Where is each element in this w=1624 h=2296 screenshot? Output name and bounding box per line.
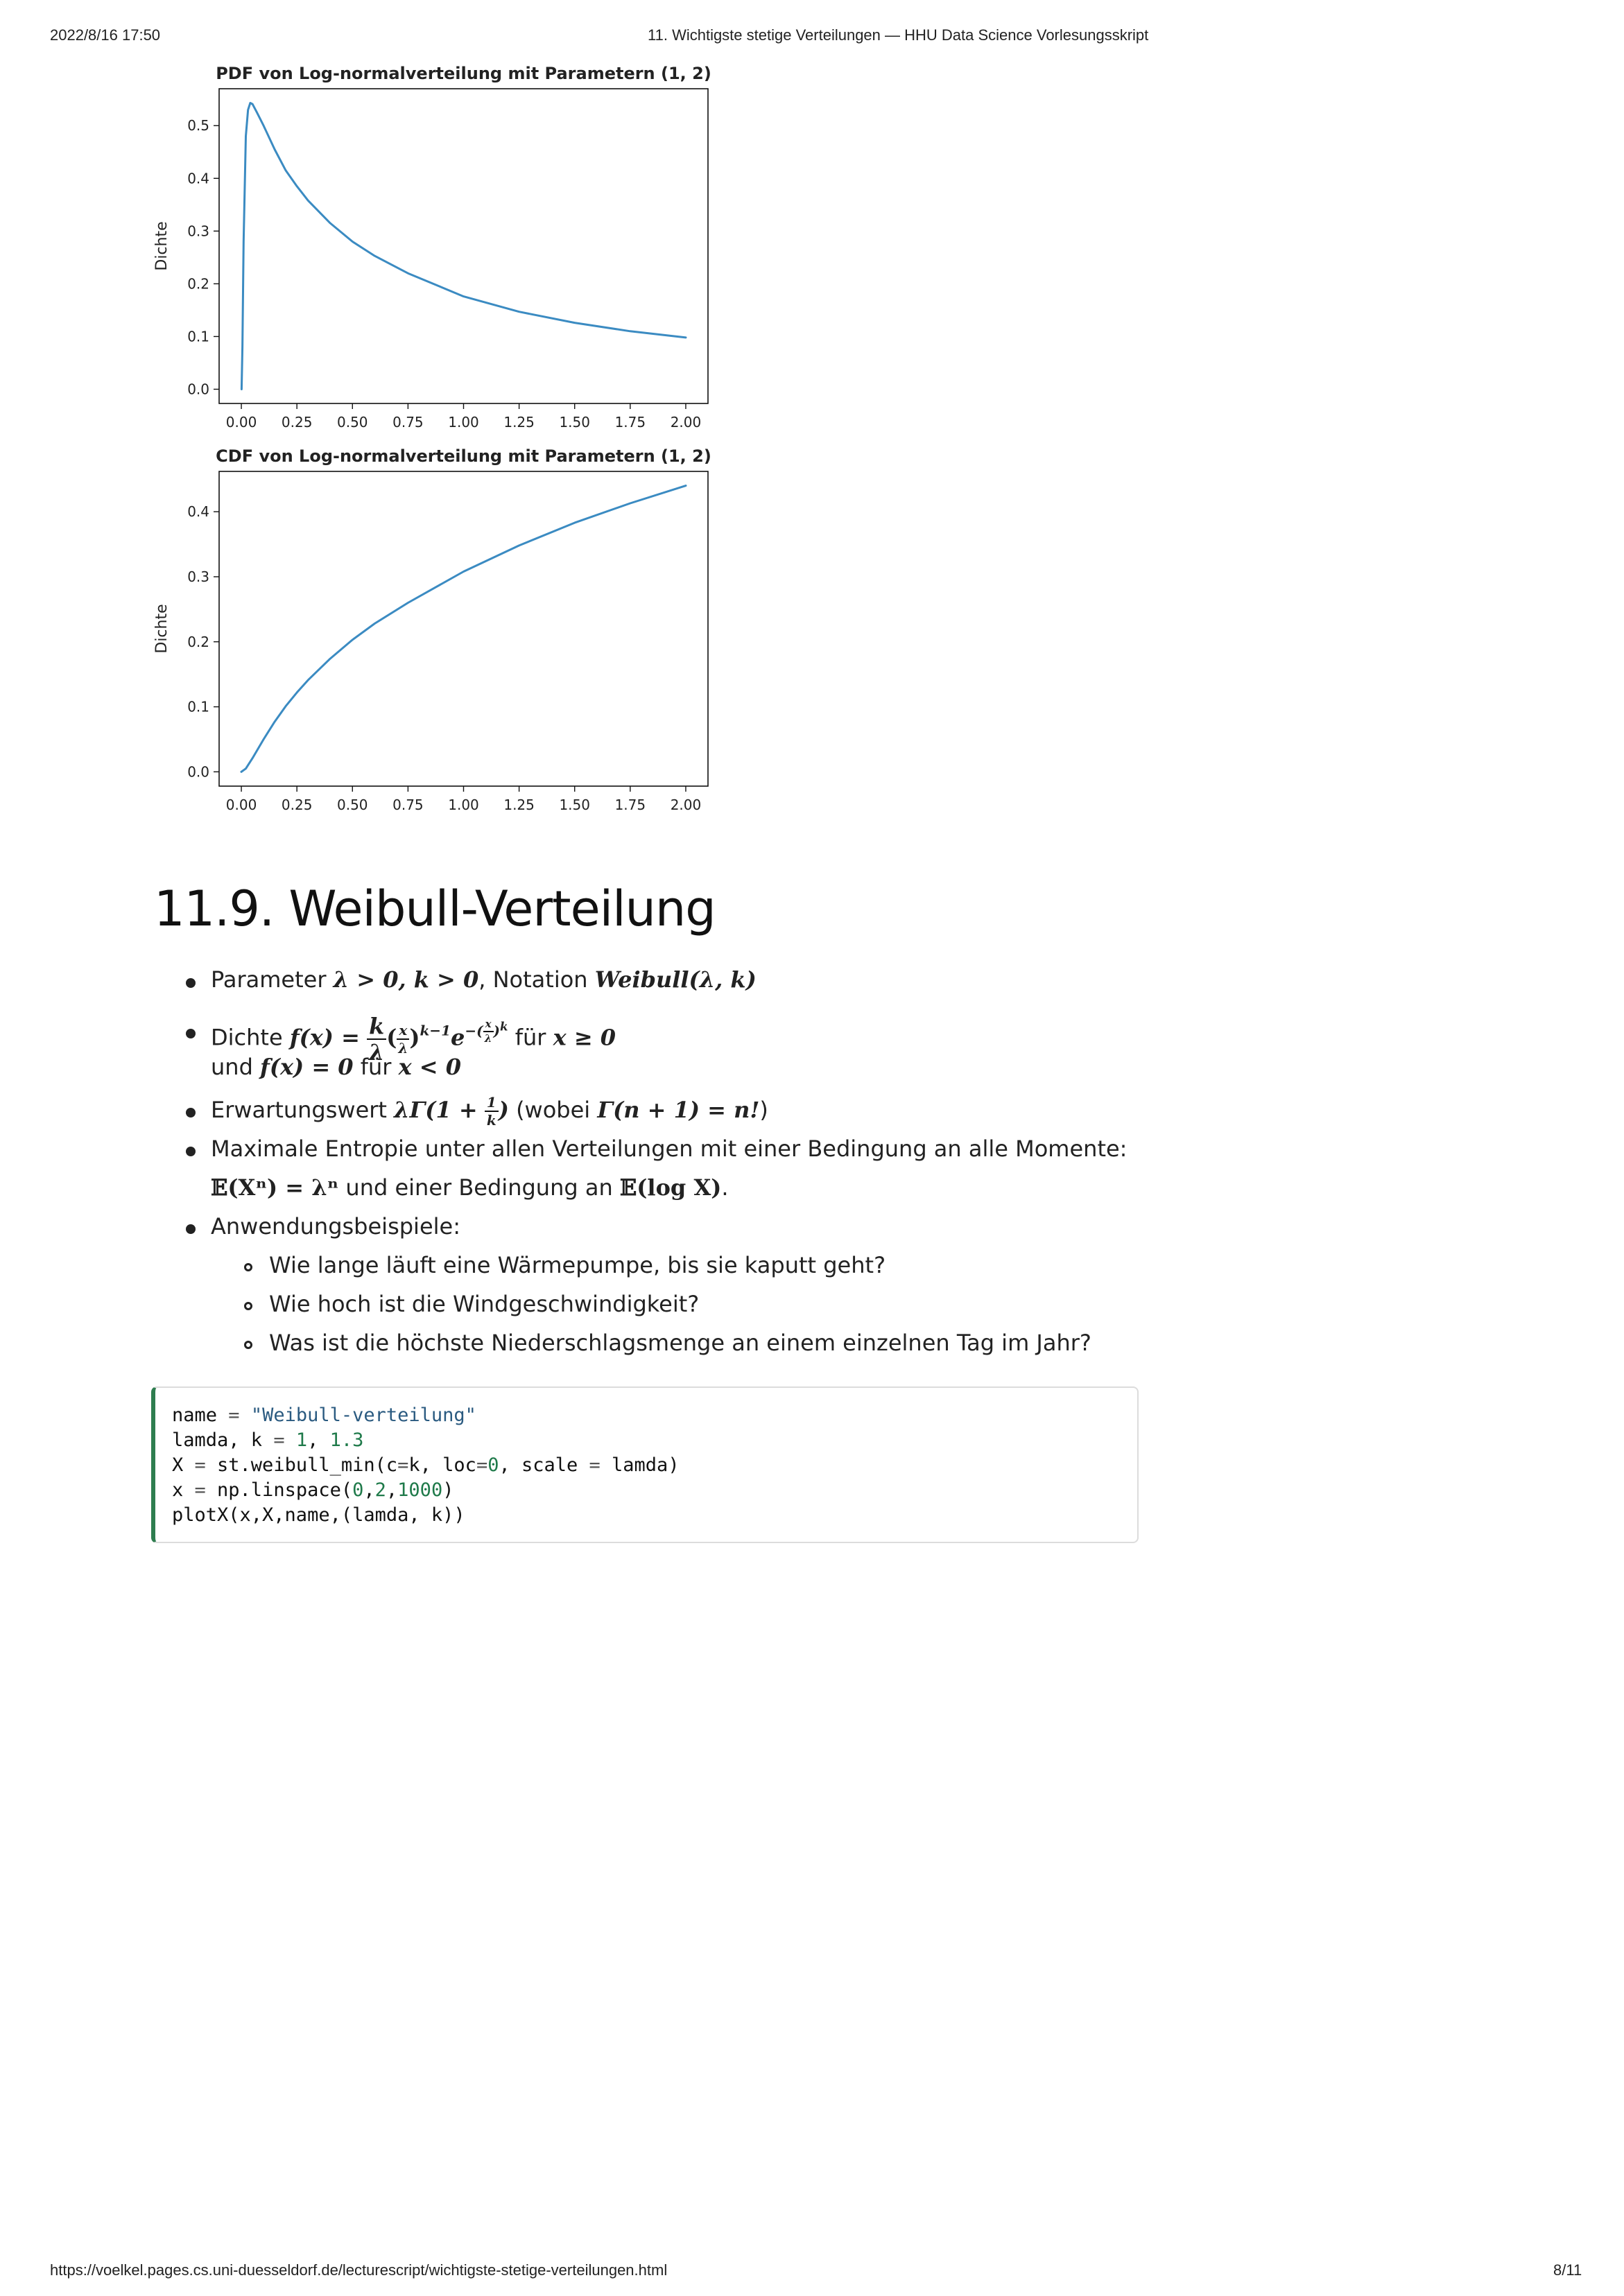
expectation-note-close: ) bbox=[759, 1097, 768, 1123]
print-datetime: 2022/8/16 17:50 bbox=[50, 26, 161, 44]
y-tick-label: 0.2 bbox=[187, 634, 209, 650]
density-continued: und f(x) = 0 für x < 0 bbox=[211, 1054, 461, 1080]
x-tick-label: 0.50 bbox=[337, 414, 368, 430]
expectation-note-open: (wobei bbox=[516, 1097, 591, 1123]
expectation-close: ) bbox=[498, 1097, 509, 1123]
y-tick-label: 0.0 bbox=[187, 763, 209, 780]
entropy-line2: 𝔼(Xⁿ) = λⁿ und einer Bedingung an 𝔼(log … bbox=[211, 1174, 729, 1201]
y-tick-label: 0.4 bbox=[187, 170, 209, 186]
x-tick-label: 1.50 bbox=[559, 414, 590, 430]
x-tick-label: 0.25 bbox=[282, 414, 313, 430]
y-axis-label: Dichte bbox=[153, 604, 171, 653]
print-page-title: 11. Wichtigste stetige Verteilungen — HH… bbox=[648, 26, 1149, 44]
x-tick-label: 0.75 bbox=[392, 797, 424, 813]
notation-math: Weibull(λ, k) bbox=[594, 966, 757, 993]
x-tick-label: 1.75 bbox=[615, 797, 646, 813]
code-line: lamda, k = 1, 1.3 bbox=[172, 1429, 364, 1451]
density-fx: f(x) = bbox=[289, 1024, 360, 1051]
code-line: X = st.weibull_min(c=k, loc=0, scale = l… bbox=[172, 1454, 680, 1476]
expectation-note-math: Γ(n + 1) = n! bbox=[597, 1097, 760, 1123]
density-and: und bbox=[211, 1054, 253, 1080]
bullet-parameter: Parameter λ > 0, k > 0, Notation Weibull… bbox=[211, 966, 757, 993]
bullet-density: Dichte f(x) = k λ (x λ)k−1e−(x λ)k für x ≥… bbox=[211, 1012, 616, 1066]
density-fraction: k λ bbox=[367, 1015, 387, 1066]
y-tick-label: 0.3 bbox=[187, 223, 209, 239]
x-tick-label: 1.00 bbox=[448, 797, 479, 813]
y-tick-label: 0.0 bbox=[187, 381, 209, 397]
parameter-math: λ > 0, k > 0 bbox=[333, 966, 479, 993]
x-tick-label: 1.25 bbox=[503, 797, 535, 813]
y-tick-label: 0.2 bbox=[187, 275, 209, 292]
entropy-math2: 𝔼(log X) bbox=[619, 1174, 722, 1201]
notation-label: , Notation bbox=[478, 966, 588, 993]
entropy-math1: 𝔼(Xⁿ) = λⁿ bbox=[211, 1174, 339, 1201]
bullet-dot bbox=[186, 1029, 196, 1038]
bullet-dot bbox=[186, 978, 196, 988]
pdf-chart: PDF von Log-normalverteilung mit Paramet… bbox=[146, 58, 735, 446]
print-page-number: 8/11 bbox=[1553, 2261, 1582, 2279]
density-condition: x ≥ 0 bbox=[553, 1024, 616, 1051]
code-block[interactable]: name = "Weibull-verteilung" lamda, k = 1… bbox=[172, 1403, 680, 1528]
density-e: e bbox=[450, 1024, 465, 1051]
code-line: name = "Weibull-verteilung" bbox=[172, 1404, 476, 1426]
sub-bullet-circle bbox=[244, 1302, 252, 1310]
entropy-line1: Maximale Entropie unter allen Verteilung… bbox=[211, 1136, 1128, 1162]
series-line bbox=[240, 485, 687, 773]
entropy-mid: und einer Bedingung an bbox=[345, 1174, 613, 1201]
code-line: x = np.linspace(0,2,1000) bbox=[172, 1479, 454, 1501]
x-tick-label: 1.50 bbox=[559, 797, 590, 813]
examples-label: Anwendungsbeispiele: bbox=[211, 1213, 460, 1240]
bullet-dot bbox=[186, 1224, 196, 1234]
x-tick-label: 1.25 bbox=[503, 414, 535, 430]
sub-bullet-circle bbox=[244, 1341, 252, 1349]
density-lambda: λ bbox=[368, 1038, 385, 1066]
expectation-label: Erwartungswert bbox=[211, 1097, 387, 1123]
x-tick-label: 0.50 bbox=[337, 797, 368, 813]
x-tick-label: 0.25 bbox=[282, 797, 313, 813]
density-fuer2: für bbox=[360, 1054, 392, 1080]
y-tick-label: 0.4 bbox=[187, 503, 209, 520]
entropy-end: . bbox=[721, 1174, 729, 1201]
density-k: k bbox=[367, 1015, 387, 1040]
chart-title: CDF von Log-normalverteilung mit Paramet… bbox=[216, 446, 711, 466]
x-tick-label: 1.75 bbox=[615, 414, 646, 430]
example-item: Was ist die höchste Niederschlagsmenge a… bbox=[269, 1330, 1091, 1356]
x-tick-label: 2.00 bbox=[671, 797, 702, 813]
density-condition2: x < 0 bbox=[398, 1054, 462, 1080]
y-axis-label: Dichte bbox=[153, 221, 171, 270]
sub-bullet-circle bbox=[244, 1263, 252, 1271]
parameter-label: Parameter bbox=[211, 966, 327, 993]
code-line: plotX(x,X,name,(lamda, k)) bbox=[172, 1504, 465, 1526]
y-tick-label: 0.1 bbox=[187, 328, 209, 345]
density-zero: f(x) = 0 bbox=[260, 1054, 354, 1080]
x-tick-label: 0.75 bbox=[392, 414, 424, 430]
plot-frame bbox=[218, 471, 709, 787]
y-tick-label: 0.5 bbox=[187, 117, 209, 134]
series-line bbox=[240, 102, 687, 390]
x-tick-label: 2.00 bbox=[671, 414, 702, 430]
y-tick-label: 0.3 bbox=[187, 568, 209, 585]
x-tick-label: 0.00 bbox=[226, 797, 257, 813]
section-heading: 11.9. Weibull-Verteilung bbox=[154, 880, 716, 937]
cdf-chart: CDF von Log-normalverteilung mit Paramet… bbox=[146, 441, 735, 829]
density-fuer: für bbox=[515, 1024, 546, 1051]
chart-title: PDF von Log-normalverteilung mit Paramet… bbox=[216, 64, 711, 83]
bullet-dot bbox=[186, 1147, 196, 1156]
example-item: Wie lange läuft eine Wärmepumpe, bis sie… bbox=[269, 1252, 886, 1278]
expectation-math: λΓ(1 + bbox=[394, 1097, 478, 1123]
density-exponent: k−1 bbox=[420, 1022, 451, 1039]
example-item: Wie hoch ist die Windgeschwindigkeit? bbox=[269, 1291, 700, 1317]
density-e-exponent: −(x λ)k bbox=[465, 1018, 508, 1045]
bullet-dot bbox=[186, 1108, 196, 1117]
code-cell[interactable]: name = "Weibull-verteilung" lamda, k = 1… bbox=[151, 1386, 1139, 1543]
bullet-expectation: Erwartungswert λΓ(1 + 1 k) (wobei Γ(n + 1… bbox=[211, 1086, 768, 1134]
x-tick-label: 0.00 bbox=[226, 414, 257, 430]
plot-frame bbox=[218, 88, 709, 404]
y-tick-label: 0.1 bbox=[187, 699, 209, 715]
density-label: Dichte bbox=[211, 1024, 283, 1051]
x-tick-label: 1.00 bbox=[448, 414, 479, 430]
print-url: https://voelkel.pages.cs.uni-duesseldorf… bbox=[50, 2261, 668, 2279]
